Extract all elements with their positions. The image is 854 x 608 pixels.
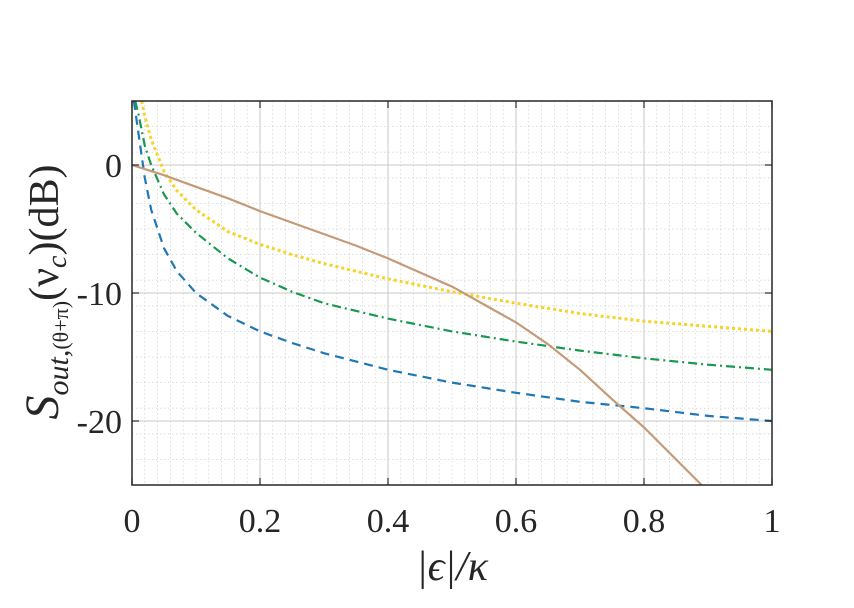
svg-text:Sout,(θ+π)(νc)(dB): Sout,(θ+π)(νc)(dB) — [16, 165, 75, 420]
y-label-sub-paren: (θ+π) — [48, 301, 73, 350]
series-layer — [132, 101, 772, 485]
x-tick-label: 0.2 — [239, 503, 282, 540]
y-label-unit: (dB) — [22, 165, 68, 242]
x-axis-label: |ϵ|/κ — [416, 544, 489, 590]
series-line-1 — [132, 101, 772, 423]
y-tick-label: 0 — [105, 148, 122, 185]
plot-area — [131, 100, 773, 486]
ticks-layer — [131, 101, 773, 485]
y-label-sub: out, — [42, 350, 75, 396]
y-axis-label: Sout,(θ+π)(νc)(dB) — [16, 165, 75, 420]
y-label-arg-close: ) — [22, 242, 68, 256]
x-tick-label: 0.8 — [623, 503, 666, 540]
y-label-arg: (ν — [22, 268, 68, 301]
y-tick-label: -20 — [77, 404, 122, 441]
y-tick-labels: -20 -10 0 — [77, 148, 122, 441]
series-line-4 — [132, 163, 703, 485]
x-tick-label: 0.6 — [495, 503, 538, 540]
y-label-arg-sub: c — [42, 255, 73, 268]
x-tick-labels: 0 0.2 0.4 0.6 0.8 1 — [124, 503, 781, 540]
series-line-3 — [140, 101, 772, 333]
x-tick-label: 1 — [764, 503, 781, 540]
series-line-2 — [134, 101, 772, 371]
y-tick-label: -10 — [77, 276, 122, 313]
x-tick-label: 0 — [124, 503, 141, 540]
y-label-main: S — [16, 395, 69, 419]
x-tick-label: 0.4 — [367, 503, 410, 540]
